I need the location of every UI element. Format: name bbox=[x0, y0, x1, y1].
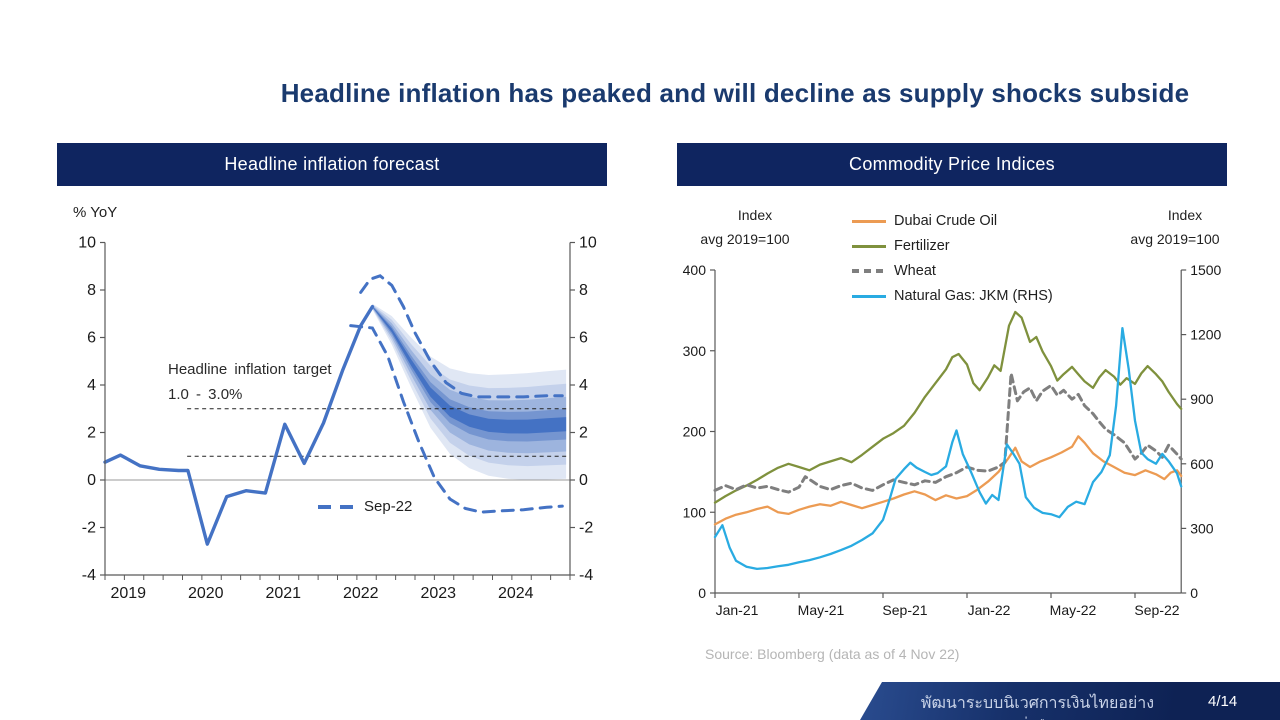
svg-text:300: 300 bbox=[1190, 520, 1214, 536]
svg-text:2019: 2019 bbox=[110, 585, 146, 602]
svg-text:-4: -4 bbox=[82, 567, 96, 584]
svg-text:900: 900 bbox=[1190, 391, 1214, 407]
sep22-lower-line bbox=[349, 324, 564, 514]
series-line-3 bbox=[713, 326, 1183, 571]
series-line-0 bbox=[713, 435, 1183, 526]
olive-line-icon bbox=[852, 244, 886, 248]
svg-text:8: 8 bbox=[579, 282, 588, 299]
svg-text:10: 10 bbox=[579, 235, 597, 252]
inflation-target-range: 1.0 - 3.0% bbox=[168, 386, 243, 403]
svg-text:-4: -4 bbox=[579, 567, 593, 584]
svg-text:2020: 2020 bbox=[188, 585, 224, 602]
inflation-target-annotation: Headline inflation target bbox=[168, 361, 332, 378]
sep22-legend-label: Sep-22 bbox=[364, 498, 413, 515]
svg-text:6: 6 bbox=[579, 330, 588, 347]
footer-slogan: พัฒนาระบบนิเวศการเงินไทยอย่างยั่งยืน bbox=[920, 695, 1155, 712]
series-line-2 bbox=[713, 371, 1183, 494]
svg-text:1200: 1200 bbox=[1190, 327, 1221, 343]
svg-text:Jan-22: Jan-22 bbox=[968, 602, 1011, 618]
inflation-forecast-chart: -4 -4 -2 -2 0 0 2 2 4 4 6 6 8 8 10 10 2019 2020 2021 2022 20… bbox=[78, 235, 597, 603]
svg-text:2022: 2022 bbox=[343, 585, 379, 602]
svg-text:Jan-21: Jan-21 bbox=[716, 602, 759, 618]
page-number: 4/14 bbox=[1208, 693, 1238, 710]
svg-text:2: 2 bbox=[579, 425, 588, 442]
legend-item-fertilizer: Fertilizer bbox=[852, 236, 950, 256]
svg-text:10: 10 bbox=[78, 235, 96, 252]
legend-label: Natural Gas: JKM (RHS) bbox=[894, 288, 1053, 304]
legend-item-natural-gas: Natural Gas: JKM (RHS) bbox=[852, 286, 1053, 306]
svg-text:100: 100 bbox=[683, 504, 707, 520]
svg-text:400: 400 bbox=[683, 262, 707, 278]
forecast-fan-band-4 bbox=[372, 306, 567, 434]
svg-text:0: 0 bbox=[1190, 585, 1198, 601]
commodity-price-chart: 0 100 200 300 400 0 300 600 900 1200 1500 Jan-21 May… bbox=[683, 262, 1222, 618]
orange-line-icon bbox=[852, 219, 886, 223]
svg-text:-2: -2 bbox=[579, 520, 593, 537]
svg-text:600: 600 bbox=[1190, 456, 1214, 472]
cyan-line-icon bbox=[852, 294, 886, 298]
dashed-line-icon bbox=[318, 504, 356, 509]
svg-text:300: 300 bbox=[683, 343, 707, 359]
svg-text:May-22: May-22 bbox=[1050, 602, 1097, 618]
right-index-label: Index bbox=[1167, 207, 1203, 223]
svg-text:4: 4 bbox=[87, 377, 96, 394]
page-title: Headline inflation has peaked and will d… bbox=[280, 78, 1190, 108]
svg-text:0: 0 bbox=[87, 472, 96, 489]
svg-text:6: 6 bbox=[87, 330, 96, 347]
svg-text:8: 8 bbox=[87, 282, 96, 299]
svg-text:-2: -2 bbox=[82, 520, 96, 537]
sep22-upper-line bbox=[359, 274, 564, 399]
svg-text:Sep-22: Sep-22 bbox=[1134, 602, 1179, 618]
legend-label: Wheat bbox=[894, 263, 936, 279]
right-panel-header: Commodity Price Indices bbox=[677, 143, 1227, 186]
svg-text:2023: 2023 bbox=[420, 585, 456, 602]
series-line-1 bbox=[713, 310, 1183, 504]
legend-label: Dubai Crude Oil bbox=[894, 213, 998, 229]
svg-text:0: 0 bbox=[579, 472, 588, 489]
svg-text:2021: 2021 bbox=[265, 585, 301, 602]
footer-bar: พัฒนาระบบนิเวศการเงินไทยอย่างยั่งยืน 4/1… bbox=[860, 682, 1280, 720]
svg-text:200: 200 bbox=[683, 424, 707, 440]
left-index-sublabel: avg 2019=100 bbox=[700, 231, 790, 247]
source-note: Source: Bloomberg (data as of 4 Nov 22) bbox=[705, 646, 960, 662]
legend-item-dubai-crude: Dubai Crude Oil bbox=[852, 211, 997, 231]
svg-text:May-21: May-21 bbox=[798, 602, 845, 618]
gray-dashed-line-icon bbox=[852, 269, 886, 273]
sep22-forecast-legend: Sep-22 bbox=[318, 498, 412, 515]
svg-text:4: 4 bbox=[579, 377, 588, 394]
svg-text:2: 2 bbox=[87, 425, 96, 442]
yoy-axis-label: % YoY bbox=[73, 204, 118, 221]
svg-text:0: 0 bbox=[698, 585, 706, 601]
svg-text:1500: 1500 bbox=[1190, 262, 1221, 278]
left-panel-header: Headline inflation forecast bbox=[57, 143, 607, 186]
right-index-sublabel: avg 2019=100 bbox=[1130, 231, 1220, 247]
legend-item-wheat: Wheat bbox=[852, 261, 936, 281]
svg-text:Sep-21: Sep-21 bbox=[882, 602, 927, 618]
legend-label: Fertilizer bbox=[894, 238, 950, 254]
svg-text:2024: 2024 bbox=[498, 585, 534, 602]
left-index-label: Index bbox=[737, 207, 773, 223]
headline-inflation-line bbox=[103, 304, 375, 546]
